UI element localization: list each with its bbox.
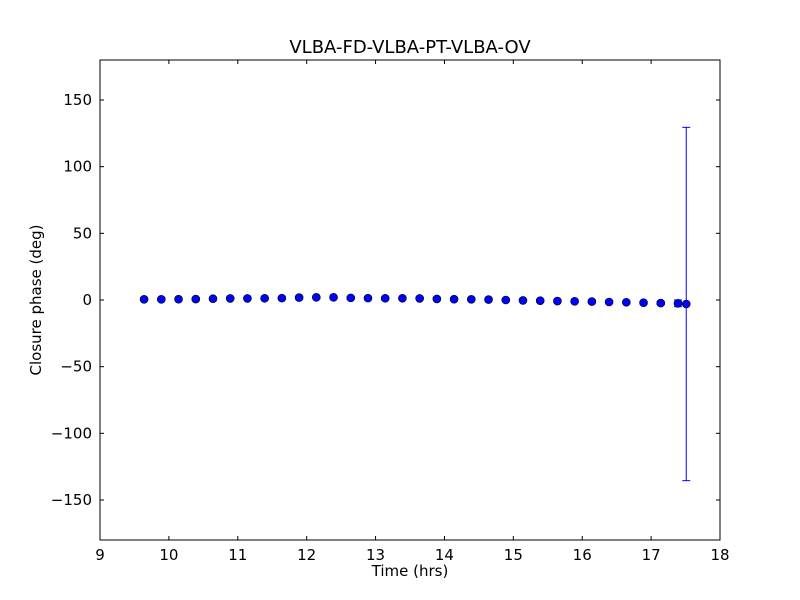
data-point	[174, 294, 183, 304]
chart-title: VLBA-FD-VLBA-PT-VLBA-OV	[289, 37, 531, 58]
data-point	[260, 293, 269, 303]
data-point	[484, 295, 493, 304]
data-point	[312, 293, 321, 302]
data-point	[656, 298, 666, 308]
data-point	[622, 297, 631, 307]
data-point	[398, 293, 407, 303]
data-point	[191, 294, 201, 304]
data-point	[673, 299, 683, 308]
data-point	[380, 293, 390, 303]
data-point	[639, 298, 648, 307]
data-point	[467, 295, 476, 304]
axis-ticks: 9 10 11 12 13 14 15 16 17 18 −150 −100 −50 0 50 100 150	[51, 60, 730, 564]
data-point	[157, 295, 166, 304]
data-point	[243, 294, 252, 303]
data-point	[570, 297, 579, 306]
x-tick-label: 18	[710, 546, 729, 564]
data-point	[225, 294, 235, 303]
data-point	[681, 299, 691, 309]
y-tick-label: −50	[60, 358, 92, 376]
data-point	[432, 294, 442, 304]
data-point	[535, 296, 545, 305]
x-tick-label: 10	[159, 546, 178, 564]
x-tick-label: 9	[95, 546, 105, 564]
x-tick-label: 12	[297, 546, 316, 564]
data-point	[294, 293, 304, 302]
data-point	[346, 293, 356, 303]
y-tick-label: −100	[51, 424, 92, 442]
x-tick-label: 14	[435, 546, 454, 564]
y-tick-label: 0	[82, 291, 92, 309]
x-tick-label: 16	[573, 546, 592, 564]
data-point	[139, 295, 149, 304]
y-tick-label: 100	[63, 158, 92, 176]
data-point	[449, 294, 459, 304]
x-tick-label: 17	[642, 546, 661, 564]
data-point	[604, 297, 614, 307]
data-point	[518, 296, 528, 305]
data-point	[553, 296, 562, 306]
y-axis-label: Closure phase (deg)	[27, 225, 45, 376]
x-axis-label: Time (hrs)	[371, 562, 449, 580]
data-point	[501, 295, 511, 305]
data-point	[277, 293, 287, 303]
x-tick-label: 11	[228, 546, 247, 564]
data-point	[208, 294, 218, 303]
data-point	[329, 293, 338, 302]
y-tick-label: −150	[51, 491, 92, 509]
y-tick-label: 50	[73, 224, 92, 242]
y-tick-label: 150	[63, 91, 92, 109]
data-point	[587, 297, 597, 306]
plot-area	[99, 59, 721, 541]
x-tick-label: 15	[504, 546, 523, 564]
x-tick-label: 13	[366, 546, 385, 564]
data-point	[363, 293, 373, 303]
data-point	[415, 294, 424, 303]
plot-frame	[99, 59, 721, 541]
